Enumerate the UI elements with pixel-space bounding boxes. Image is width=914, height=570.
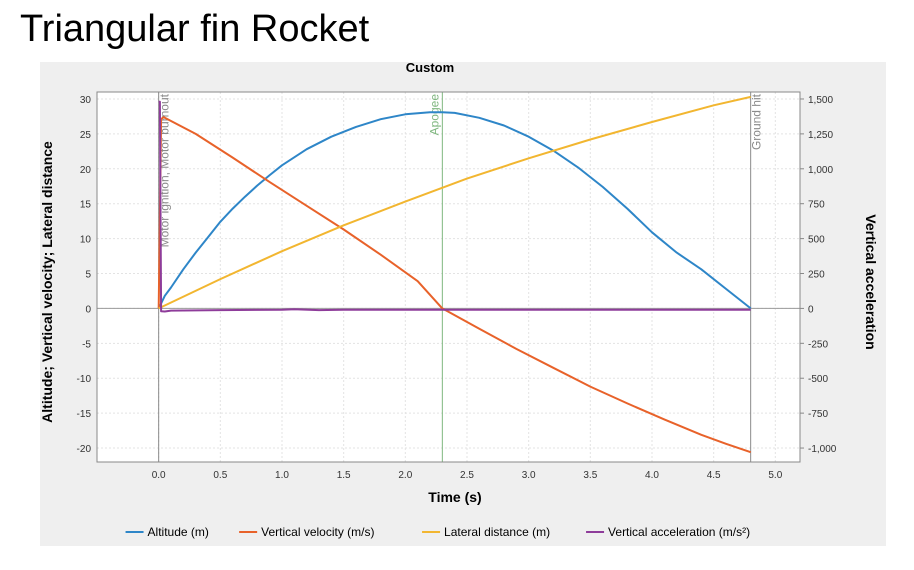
y-left-tick-label: -15 <box>77 409 92 420</box>
x-tick-label: 0.5 <box>213 470 227 481</box>
y-right-tick-label: -250 <box>808 339 828 350</box>
y-right-tick-label: 1,250 <box>808 130 833 141</box>
y-left-tick-label: -20 <box>77 444 92 455</box>
y-left-tick-label: 20 <box>80 165 92 176</box>
series-line <box>157 116 752 454</box>
plot-area <box>97 92 800 462</box>
chart-panel: Custom Motor ignition, Motor burnout Apog… <box>39 60 886 546</box>
x-axis-title: Time (s) <box>428 489 481 505</box>
y-left-tick-label: 30 <box>80 95 92 106</box>
series-lines <box>157 95 752 454</box>
x-tick-label: 4.5 <box>707 470 721 481</box>
x-tick-label: 2.5 <box>460 470 474 481</box>
x-tick-label: 2.0 <box>398 470 412 481</box>
axes: 0.0 0.5 1.0 1.5 2.0 2.5 3.0 3.5 4.0 4.5 5.0 -20 -15 -… <box>77 91 837 481</box>
x-tick-label: 1.0 <box>275 470 289 481</box>
y-left-tick-label: -5 <box>82 339 91 350</box>
x-tick-label: 3.5 <box>583 470 597 481</box>
y-right-tick-label: 500 <box>808 235 825 246</box>
x-tick-label: 4.0 <box>645 470 659 481</box>
y-right-tick-label: -1,000 <box>808 444 837 455</box>
series-line <box>158 95 751 310</box>
y-right-tick-label: -750 <box>808 409 828 420</box>
y-right-tick-label: 1,000 <box>808 165 833 176</box>
y-left-tick-label: 25 <box>80 130 92 141</box>
y-right-tick-label: -500 <box>808 374 828 385</box>
x-tick-label: 1.5 <box>337 470 351 481</box>
x-tick-label: 3.0 <box>522 470 536 481</box>
plot-border <box>96 91 801 463</box>
page-title: Triangular fin Rocket <box>20 8 370 50</box>
y-right-tick-label: 1,500 <box>808 95 833 106</box>
y-left-tick-label: 10 <box>80 235 92 246</box>
y-right-tick-label: 250 <box>808 270 825 281</box>
series-line <box>158 100 751 313</box>
y-axis-right-title: Vertical acceleration <box>863 214 879 349</box>
event-label: Apogee <box>427 94 441 136</box>
line-chart: Custom Motor ignition, Motor burnout Apog… <box>39 60 879 539</box>
grid-lines <box>97 92 800 462</box>
legend-label: Lateral distance (m) <box>444 525 550 539</box>
y-left-tick-label: 15 <box>80 200 92 211</box>
legend-label: Vertical velocity (m/s) <box>261 525 374 539</box>
y-left-tick-label: 0 <box>85 304 91 315</box>
y-right-tick-label: 750 <box>808 200 825 211</box>
chart-title: Custom <box>406 62 454 75</box>
y-right-tick-label: 0 <box>808 304 814 315</box>
y-axis-left-title: Altitude; Vertical velocity; Lateral dis… <box>40 141 55 423</box>
y-left-tick-label: -10 <box>77 374 92 385</box>
y-left-tick-label: 5 <box>85 270 91 281</box>
legend: Altitude (m) Vertical velocity (m/s) Later… <box>125 525 750 539</box>
legend-label: Altitude (m) <box>148 525 209 539</box>
event-label: Ground hit <box>750 93 764 150</box>
x-tick-label: 0.0 <box>152 470 166 481</box>
x-tick-label: 5.0 <box>768 470 782 481</box>
legend-label: Vertical acceleration (m/s²) <box>608 525 750 539</box>
series-line <box>157 111 752 310</box>
